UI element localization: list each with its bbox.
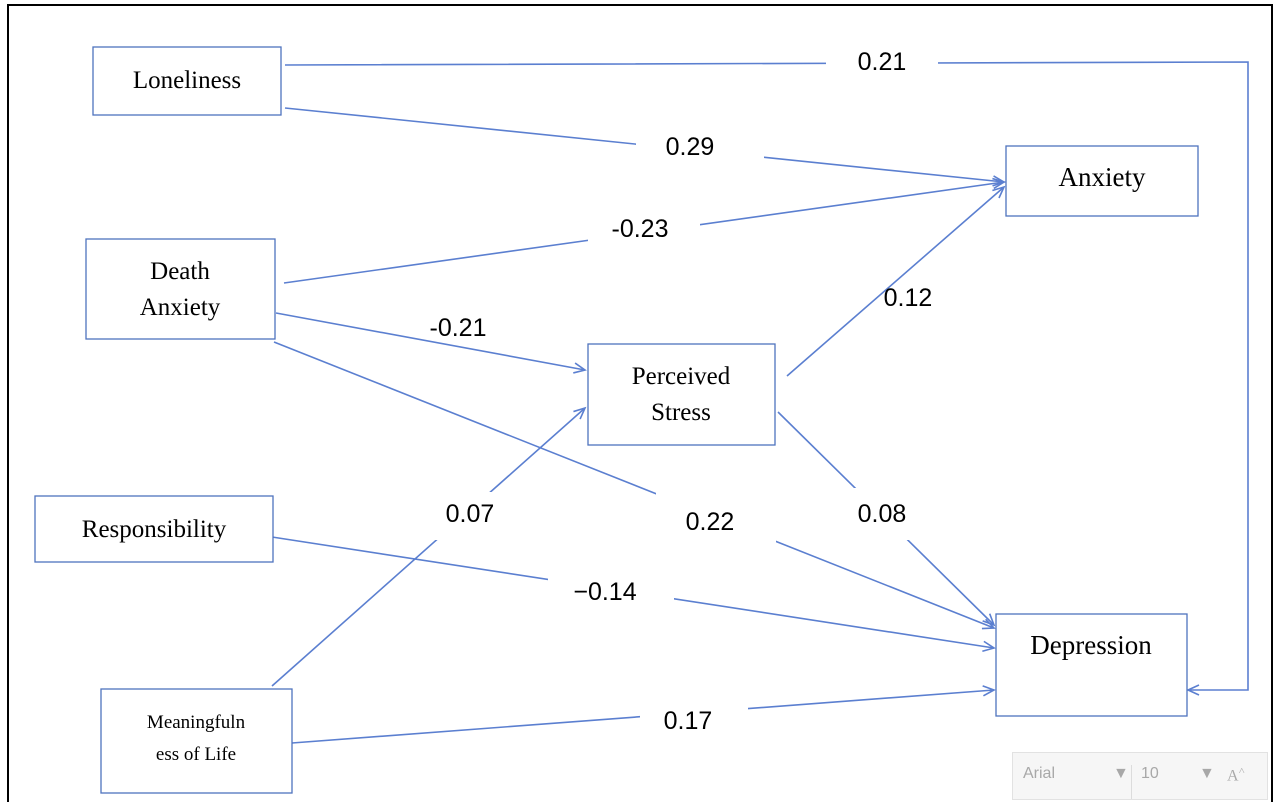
grow-font-icon[interactable]: A˄ <box>1227 765 1245 785</box>
coef-loneliness-depression: 0.21 <box>858 48 907 76</box>
node-meaningfulness: Meaningfuln ess of Life <box>100 688 293 794</box>
node-perceived-stress: Perceived Stress <box>587 343 776 446</box>
coef-loneliness-anxiety: 0.29 <box>666 133 715 161</box>
coef-death-anxiety-depression: 0.22 <box>686 508 735 536</box>
chevron-down-icon[interactable]: ▼ <box>1199 765 1215 782</box>
edges: 0.21 0.29 -0.23 0.12 -0.21 0.07 0.22 0.0… <box>271 44 1249 744</box>
node-depression-label: Depression <box>1030 630 1152 660</box>
edge-meaning-stress <box>271 406 587 687</box>
font-size-select[interactable]: 10 <box>1141 765 1159 782</box>
grow-font-letter: A <box>1227 767 1239 785</box>
node-death-anxiety-label-2: Anxiety <box>140 294 221 321</box>
coef-death-anxiety-stress: -0.21 <box>430 314 487 342</box>
node-anxiety: Anxiety <box>1005 145 1199 217</box>
coef-stress-anxiety: 0.12 <box>884 284 933 312</box>
edge-loneliness-depression <box>284 61 1249 696</box>
node-perceived-stress-label-1: Perceived <box>632 363 731 390</box>
coef-meaning-stress: 0.07 <box>446 500 495 528</box>
diagram-frame <box>7 4 1273 802</box>
coef-meaning-depression: 0.17 <box>664 707 713 735</box>
node-perceived-stress-label-2: Stress <box>651 399 711 426</box>
toolbar-divider <box>1131 765 1132 799</box>
coef-stress-depression: 0.08 <box>858 500 907 528</box>
node-responsibility-label: Responsibility <box>82 516 227 543</box>
edge-stress-anxiety <box>786 185 1006 377</box>
coef-responsibility-depression: −0.14 <box>573 578 636 606</box>
font-name-select[interactable]: Arial <box>1023 765 1056 782</box>
edge-death-anxiety-stress <box>275 312 587 374</box>
edge-death-anxiety-depression <box>273 341 996 630</box>
node-death-anxiety-label-1: Death <box>150 258 210 285</box>
node-death-anxiety: Death Anxiety <box>85 238 276 340</box>
coef-death-anxiety-anxiety: -0.23 <box>612 215 669 243</box>
node-meaningfulness-label-1: Meaningfuln <box>147 712 246 733</box>
node-anxiety-label: Anxiety <box>1059 162 1146 192</box>
node-depression: Depression <box>995 613 1188 717</box>
font-toolbar: Arial ▼ 10 ▼ A˄ <box>1012 752 1268 800</box>
chevron-down-icon[interactable]: ▼ <box>1113 765 1129 782</box>
node-meaningfulness-label-2: ess of Life <box>156 744 236 765</box>
node-responsibility: Responsibility <box>34 495 274 563</box>
node-loneliness-label: Loneliness <box>133 67 241 94</box>
node-loneliness: Loneliness <box>92 46 282 116</box>
